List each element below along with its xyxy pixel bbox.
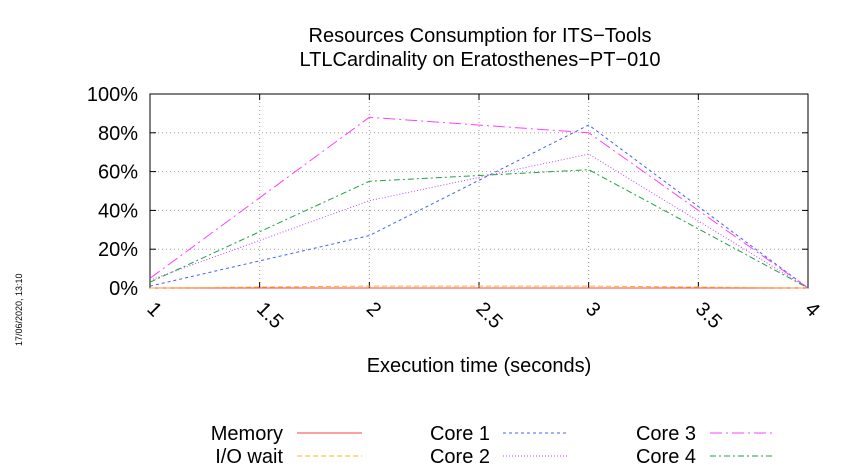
y-ticks: 0% 20% 40% 60% 80% 100% <box>87 84 808 300</box>
series-line-core-2 <box>149 153 809 289</box>
x-axis-label: Execution time (seconds) <box>367 355 592 377</box>
series-line-core-3 <box>149 116 809 289</box>
x-tick-label: 1 <box>142 298 165 321</box>
legend-label: Core 1 <box>430 423 490 445</box>
series-lines <box>149 116 809 289</box>
chart-subtitle: LTLCardinality on Eratosthenes−PT−010 <box>300 49 661 71</box>
legend-label: Core 3 <box>636 423 696 445</box>
y-tick-label: 60% <box>98 162 138 184</box>
timestamp: 17/06/2020, 13:10 <box>14 273 24 346</box>
series-line-i-o-wait <box>149 285 809 289</box>
y-tick-label: 20% <box>98 239 138 261</box>
x-tick-label: 2 <box>362 298 385 321</box>
x-tick-label: 1.5 <box>252 298 287 333</box>
x-tick-label: 2.5 <box>471 298 506 333</box>
legend-label: Core 2 <box>430 446 490 468</box>
y-tick-label: 40% <box>98 200 138 222</box>
y-tick-label: 100% <box>87 84 138 106</box>
x-ticks: 1 1.5 2 2.5 3 3.5 4 <box>142 94 824 333</box>
x-tick-label: 3 <box>581 298 604 321</box>
legend-label: Core 4 <box>636 446 696 468</box>
chart-title: Resources Consumption for ITS−Tools <box>309 25 652 47</box>
y-tick-label: 80% <box>98 123 138 145</box>
x-tick-label: 4 <box>800 298 823 321</box>
grid <box>150 94 808 288</box>
x-tick-label: 3.5 <box>691 298 726 333</box>
legend-label: Memory <box>211 423 283 445</box>
legend-label: I/O wait <box>215 446 283 468</box>
y-tick-label: 0% <box>109 278 138 300</box>
series-line-core-4 <box>149 169 809 289</box>
series-line-core-1 <box>149 124 809 289</box>
